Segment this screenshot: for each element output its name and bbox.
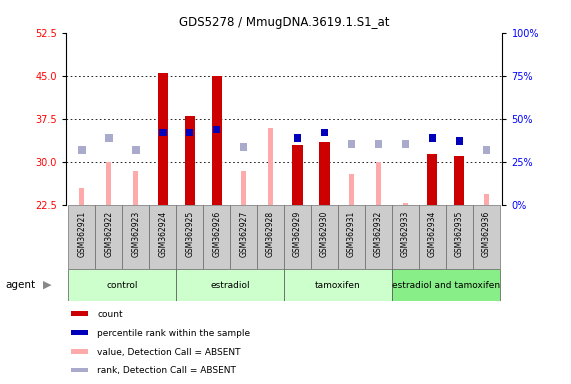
Bar xyxy=(311,205,338,269)
Bar xyxy=(403,203,408,205)
Bar xyxy=(392,205,419,269)
Text: GSM362934: GSM362934 xyxy=(428,210,437,257)
Bar xyxy=(134,171,138,205)
Text: tamoxifen: tamoxifen xyxy=(315,281,361,290)
Text: value, Detection Call = ABSENT: value, Detection Call = ABSENT xyxy=(97,348,241,357)
Bar xyxy=(106,162,111,205)
Bar xyxy=(348,140,355,148)
Text: GSM362929: GSM362929 xyxy=(293,210,302,257)
Bar xyxy=(321,129,328,136)
Text: GSM362928: GSM362928 xyxy=(266,210,275,257)
Bar xyxy=(338,205,365,269)
Bar xyxy=(284,269,392,301)
Bar xyxy=(349,174,354,205)
Text: estradiol and tamoxifen: estradiol and tamoxifen xyxy=(392,281,500,290)
Bar xyxy=(159,129,167,136)
Text: ▶: ▶ xyxy=(43,280,51,290)
Bar xyxy=(375,140,382,148)
Text: GSM362932: GSM362932 xyxy=(374,210,383,257)
Bar xyxy=(473,205,500,269)
Text: GSM362933: GSM362933 xyxy=(401,210,410,257)
Text: GSM362935: GSM362935 xyxy=(455,210,464,257)
Bar xyxy=(284,205,311,269)
Text: count: count xyxy=(97,310,123,319)
Bar xyxy=(456,137,463,145)
Bar xyxy=(292,145,303,205)
Text: GSM362925: GSM362925 xyxy=(185,210,194,257)
Bar xyxy=(482,146,490,154)
Bar xyxy=(427,154,437,205)
Text: GSM362931: GSM362931 xyxy=(347,210,356,257)
Text: estradiol: estradiol xyxy=(210,281,250,290)
Bar xyxy=(454,157,464,205)
Bar xyxy=(365,205,392,269)
Bar xyxy=(71,349,87,354)
Bar xyxy=(176,205,203,269)
Bar xyxy=(257,205,284,269)
Bar xyxy=(419,205,446,269)
Bar xyxy=(149,205,176,269)
Bar xyxy=(184,116,195,205)
Bar xyxy=(446,205,473,269)
Bar xyxy=(71,330,87,335)
Text: GSM362922: GSM362922 xyxy=(104,210,113,257)
Text: GSM362924: GSM362924 xyxy=(158,210,167,257)
Text: GSM362936: GSM362936 xyxy=(482,210,491,257)
Bar xyxy=(122,205,149,269)
Bar xyxy=(429,134,436,142)
Bar xyxy=(132,146,139,154)
Bar xyxy=(105,134,112,142)
Text: GSM362930: GSM362930 xyxy=(320,210,329,257)
Text: GSM362921: GSM362921 xyxy=(77,210,86,257)
Bar xyxy=(69,269,176,301)
Text: rank, Detection Call = ABSENT: rank, Detection Call = ABSENT xyxy=(97,366,236,375)
Bar xyxy=(211,76,222,205)
Bar xyxy=(392,269,500,301)
Text: GSM362926: GSM362926 xyxy=(212,210,221,257)
Bar xyxy=(71,311,87,316)
Text: GSM362923: GSM362923 xyxy=(131,210,140,257)
Bar xyxy=(213,126,220,134)
Bar xyxy=(230,205,257,269)
Bar xyxy=(293,134,301,142)
Text: percentile rank within the sample: percentile rank within the sample xyxy=(97,329,250,338)
Bar xyxy=(158,73,168,205)
Text: agent: agent xyxy=(6,280,36,290)
Bar xyxy=(401,140,409,148)
Text: control: control xyxy=(107,281,138,290)
Bar xyxy=(268,127,273,205)
Bar xyxy=(484,194,489,205)
Bar xyxy=(176,269,284,301)
Bar xyxy=(319,142,329,205)
Bar xyxy=(203,205,230,269)
Text: GSM362927: GSM362927 xyxy=(239,210,248,257)
Bar xyxy=(376,162,381,205)
Bar xyxy=(71,367,87,372)
Bar xyxy=(186,129,194,136)
Text: GDS5278 / MmugDNA.3619.1.S1_at: GDS5278 / MmugDNA.3619.1.S1_at xyxy=(179,16,389,29)
Bar xyxy=(95,205,122,269)
Bar xyxy=(78,146,86,154)
Bar xyxy=(240,143,247,151)
Bar xyxy=(79,188,85,205)
Bar xyxy=(69,205,95,269)
Bar xyxy=(241,171,246,205)
